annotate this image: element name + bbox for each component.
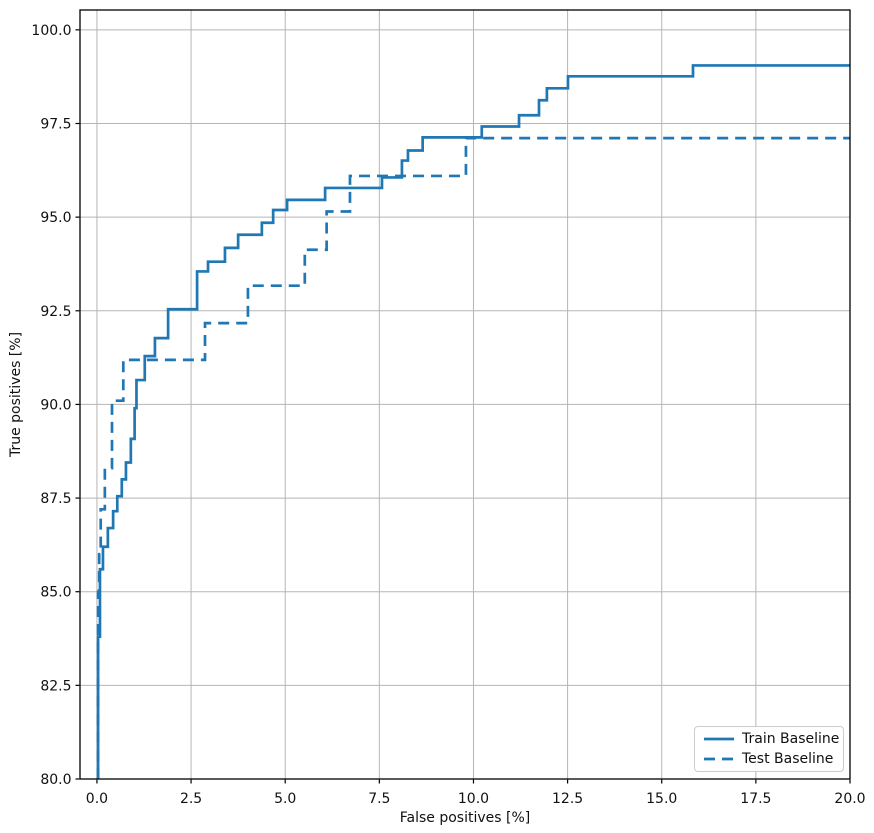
x-tick-label: 17.5 xyxy=(740,791,771,807)
y-tick-label: 95.0 xyxy=(40,210,71,226)
y-tick-label: 82.5 xyxy=(40,678,71,694)
y-tick-label: 100.0 xyxy=(31,23,71,39)
x-tick-label: 12.5 xyxy=(552,791,583,807)
x-tick-label: 2.5 xyxy=(180,791,202,807)
x-tick-label: 15.0 xyxy=(646,791,677,807)
data-series xyxy=(96,64,850,779)
y-tick-label: 97.5 xyxy=(40,116,71,132)
y-tick-label: 85.0 xyxy=(40,585,71,601)
x-tick-label: 20.0 xyxy=(834,791,865,807)
legend-item-train-baseline: Train Baseline xyxy=(704,730,843,748)
legend-label: Test Baseline xyxy=(742,750,834,767)
x-tick-label: 5.0 xyxy=(274,791,296,807)
x-tick-label: 0.0 xyxy=(86,791,108,807)
y-axis-label: True positives [%] xyxy=(8,332,24,458)
x-tick-label: 7.5 xyxy=(368,791,390,807)
legend-item-test-baseline: Test Baseline xyxy=(704,750,843,768)
y-tick-label: 80.0 xyxy=(40,772,71,788)
solid-line-swatch xyxy=(704,737,734,741)
gridlines xyxy=(80,10,851,780)
x-tick-label: 10.0 xyxy=(458,791,489,807)
train-baseline-curve xyxy=(96,64,850,779)
test-baseline-curve xyxy=(96,136,850,779)
y-tick-label: 90.0 xyxy=(40,397,71,413)
y-tick-label: 92.5 xyxy=(40,304,71,320)
x-axis-label: False positives [%] xyxy=(400,810,530,826)
y-tick-label: 87.5 xyxy=(40,491,71,507)
axes-spines xyxy=(79,9,851,780)
dashed-line-swatch xyxy=(704,757,734,761)
legend-label: Train Baseline xyxy=(742,731,840,748)
axis-ticks: 0.0 2.5 5.0 7.5 10.0 12.5 15.0 17.5 20.0 80.0 82.5… xyxy=(31,23,865,807)
legend: Train Baseline Test Baseline xyxy=(694,726,844,772)
